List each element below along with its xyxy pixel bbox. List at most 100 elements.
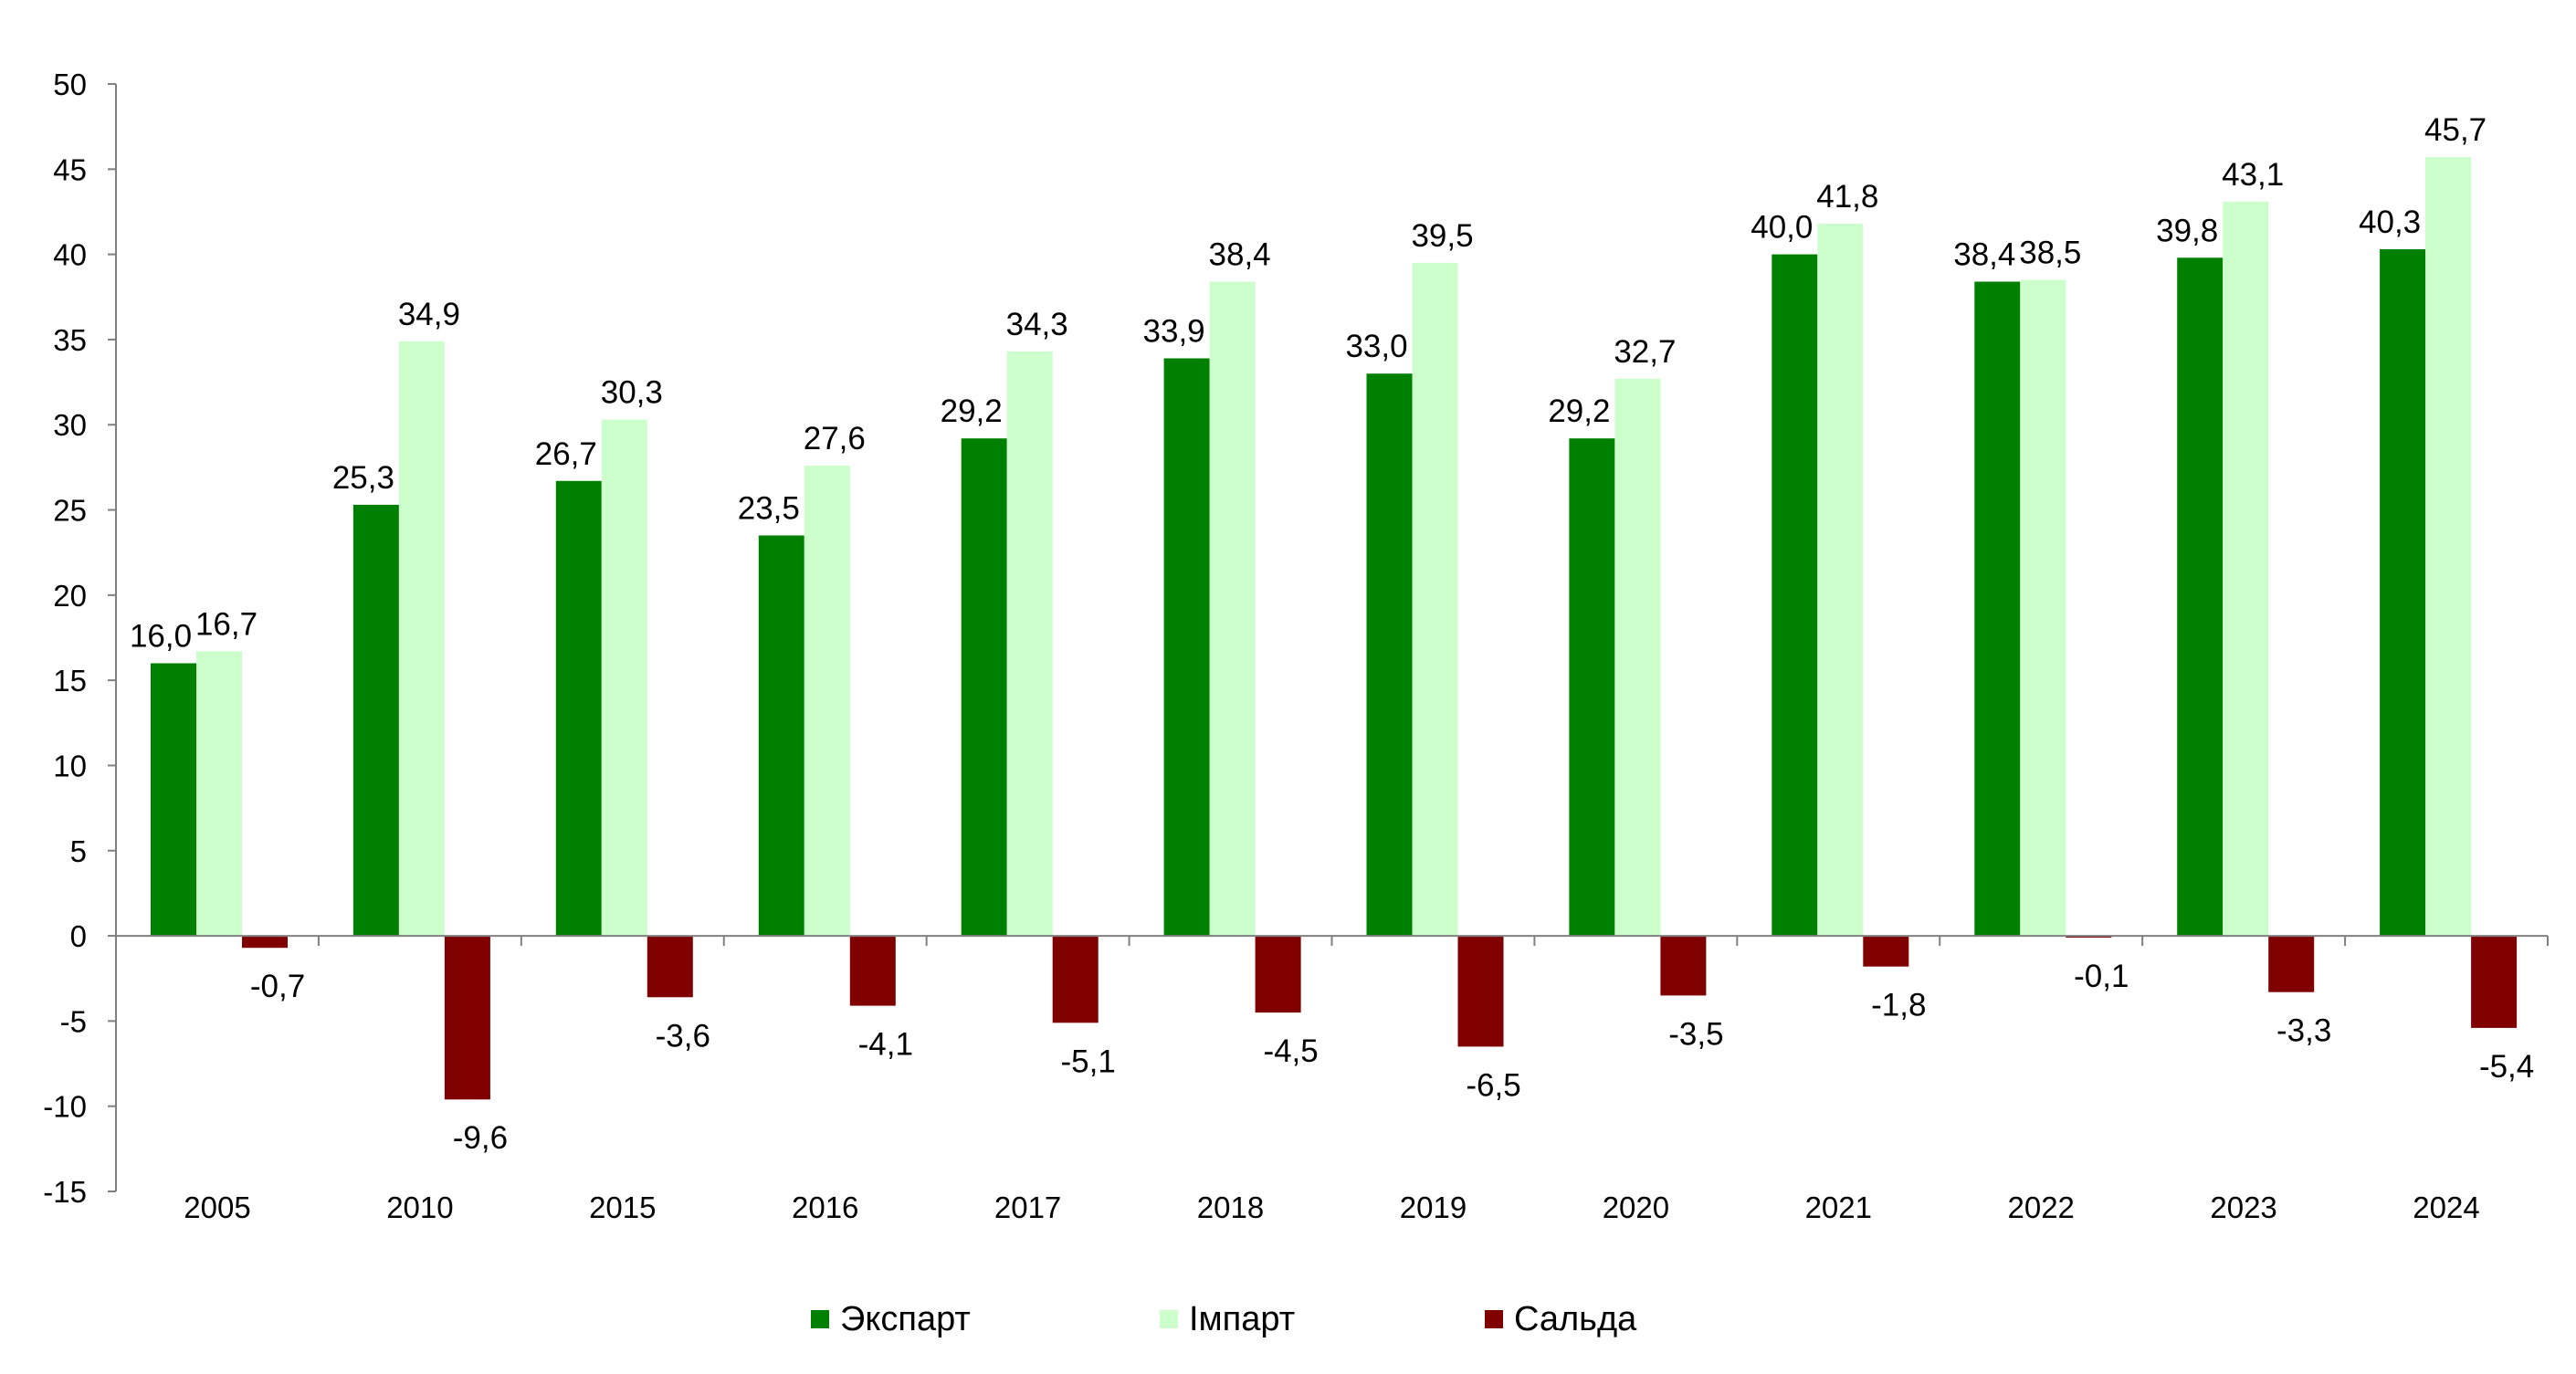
- bar-balance-2021: [1863, 936, 1909, 967]
- bar-balance-2005: [242, 936, 288, 949]
- data-label-export-2022: 38,4: [1953, 237, 2015, 273]
- data-label-balance-2019: -6,5: [1466, 1067, 1520, 1103]
- y-tick-label: 30: [53, 408, 87, 442]
- bar-balance-2017: [1052, 936, 1099, 1023]
- y-tick-label: 40: [53, 238, 87, 272]
- legend-swatch-balance: [1485, 1310, 1503, 1328]
- x-tick-label-2019: 2019: [1400, 1190, 1467, 1224]
- legend-item-export: Экспарт: [811, 1287, 971, 1351]
- bars-group: [151, 157, 2518, 1100]
- bar-balance-2019: [1457, 936, 1504, 1047]
- bar-import-2010: [398, 341, 445, 937]
- bar-export-2005: [151, 663, 196, 937]
- data-label-export-2018: 33,9: [1143, 314, 1205, 350]
- data-label-import-2017: 34,3: [1006, 307, 1068, 342]
- x-tick-label-2017: 2017: [994, 1190, 1061, 1224]
- x-tick-label-2015: 2015: [589, 1190, 656, 1224]
- data-label-export-2005: 16,0: [130, 619, 192, 655]
- data-label-balance-2022: -0,1: [2074, 959, 2129, 994]
- data-label-import-2005: 16,7: [195, 606, 258, 642]
- x-tick-label-2010: 2010: [386, 1190, 453, 1224]
- y-tick-label: 35: [53, 323, 87, 357]
- bar-export-2020: [1569, 438, 1615, 937]
- bar-balance-2023: [2268, 936, 2315, 992]
- data-label-import-2015: 30,3: [601, 375, 663, 411]
- data-label-export-2017: 29,2: [941, 393, 1003, 429]
- bar-export-2023: [2177, 257, 2224, 936]
- legend-label-export: Экспарт: [840, 1299, 971, 1338]
- legend-swatch-export: [811, 1310, 829, 1328]
- x-tick-label-2023: 2023: [2210, 1190, 2276, 1224]
- data-labels-group: 16,0 16,7 -0,7 25,3 34,9 -9,6 26,730,3 -3,6 23,5…: [130, 112, 2534, 1156]
- bar-export-2015: [555, 480, 602, 937]
- data-label-import-2016: 27,6: [804, 421, 866, 456]
- data-label-import-2018: 38,4: [1209, 237, 1271, 273]
- data-label-balance-2018: -4,5: [1263, 1033, 1318, 1069]
- bar-balance-2015: [647, 936, 693, 998]
- data-label-import-2019: 39,5: [1411, 218, 1473, 254]
- legend-item-import: Імпарт: [1160, 1287, 1295, 1351]
- data-label-balance-2024: -5,4: [2479, 1049, 2534, 1085]
- data-label-import-2024: 45,7: [2424, 112, 2487, 148]
- data-label-export-2024: 40,3: [2359, 205, 2421, 240]
- x-tick-label-2022: 2022: [2007, 1190, 2074, 1224]
- y-tick-label: 45: [53, 152, 87, 186]
- bar-import-2005: [196, 651, 242, 936]
- legend-swatch-import: [1160, 1310, 1178, 1328]
- data-label-balance-2016: -4,1: [858, 1027, 913, 1063]
- bar-export-2010: [352, 504, 399, 936]
- data-label-import-2023: 43,1: [2222, 157, 2284, 193]
- bar-balance-2010: [444, 936, 490, 1100]
- x-tick-label-2016: 2016: [792, 1190, 858, 1224]
- data-label-export-2023: 39,8: [2156, 213, 2218, 248]
- bar-import-2018: [1209, 281, 1256, 937]
- data-label-balance-2017: -5,1: [1061, 1044, 1116, 1079]
- data-label-balance-2010: -9,6: [453, 1120, 508, 1156]
- data-label-balance-2005: -0,7: [250, 969, 305, 1004]
- bar-export-2016: [758, 535, 804, 936]
- bar-import-2016: [804, 466, 850, 937]
- data-label-export-2015: 26,7: [535, 436, 597, 472]
- y-tick-label: 15: [53, 664, 87, 697]
- bar-export-2019: [1366, 373, 1413, 936]
- bar-export-2024: [2380, 249, 2426, 937]
- bar-import-2024: [2425, 157, 2472, 936]
- data-label-balance-2020: -3,5: [1668, 1016, 1723, 1052]
- bar-import-2017: [1006, 351, 1053, 937]
- bar-balance-2016: [849, 936, 896, 1006]
- data-label-import-2020: 32,7: [1614, 334, 1676, 370]
- data-label-balance-2021: -1,8: [1871, 988, 1926, 1023]
- y-tick-label: 10: [53, 749, 87, 782]
- legend-item-balance: Сальда: [1485, 1287, 1636, 1351]
- data-label-export-2010: 25,3: [332, 460, 394, 496]
- bar-balance-2024: [2471, 936, 2518, 1028]
- data-label-export-2016: 23,5: [738, 491, 800, 527]
- x-tick-label-2020: 2020: [1603, 1190, 1669, 1224]
- data-label-import-2022: 38,5: [2019, 236, 2081, 271]
- x-tick-label-2024: 2024: [2413, 1190, 2479, 1224]
- data-label-balance-2015: -3,6: [656, 1018, 710, 1054]
- y-tick-label: -10: [43, 1090, 87, 1124]
- data-label-export-2019: 33,0: [1345, 329, 1407, 364]
- bar-import-2021: [1817, 224, 1864, 937]
- y-tick-label: 20: [53, 579, 87, 613]
- bar-balance-2020: [1660, 936, 1707, 996]
- data-label-import-2010: 34,9: [398, 297, 460, 332]
- legend: Экспарт Імпарт Сальда: [0, 1287, 2576, 1351]
- x-tick-label-2005: 2005: [184, 1190, 250, 1224]
- y-tick-label: 50: [53, 68, 87, 101]
- bar-export-2021: [1772, 254, 1818, 937]
- y-tick-label: 5: [70, 834, 87, 868]
- y-tick-label: 0: [70, 919, 87, 953]
- x-tick-label-2018: 2018: [1197, 1190, 1264, 1224]
- data-label-import-2021: 41,8: [1816, 179, 1878, 215]
- bar-balance-2018: [1255, 936, 1301, 1013]
- bar-import-2019: [1412, 262, 1458, 936]
- bar-export-2018: [1163, 358, 1210, 937]
- legend-label-import: Імпарт: [1189, 1299, 1296, 1338]
- y-tick-label: -15: [43, 1175, 87, 1209]
- data-label-export-2020: 29,2: [1548, 393, 1610, 429]
- bar-export-2017: [961, 438, 1007, 937]
